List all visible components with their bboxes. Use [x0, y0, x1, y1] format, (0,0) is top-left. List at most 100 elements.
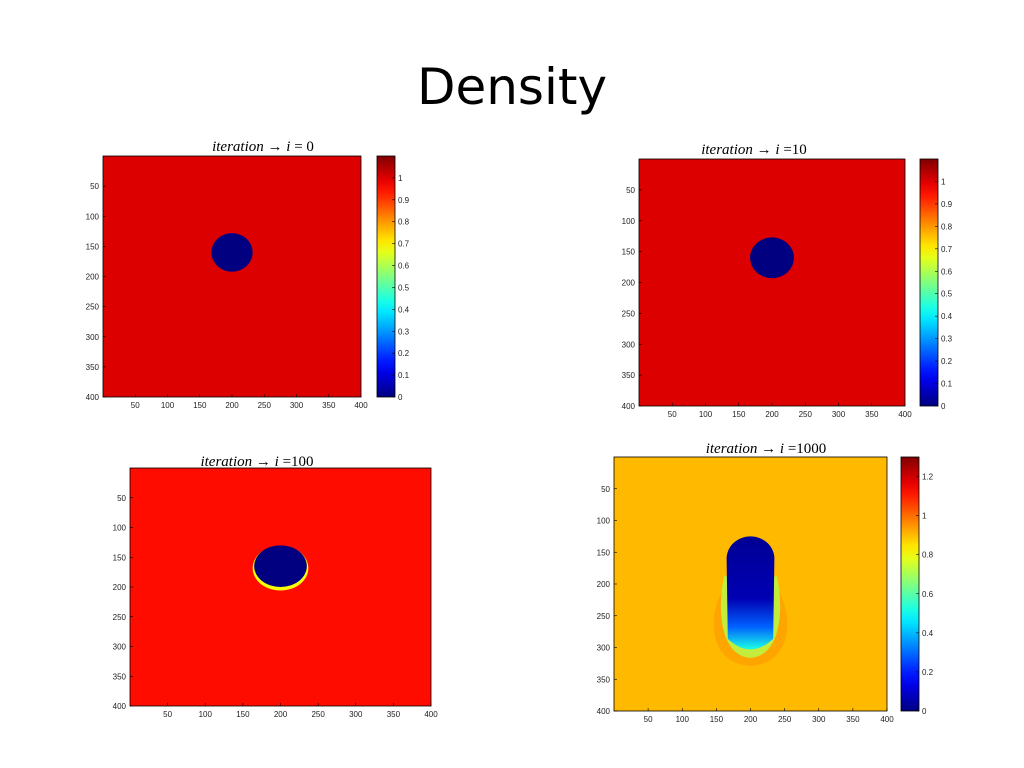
colorbar-tick-label: 0: [398, 393, 403, 402]
slide-title: Density: [416, 58, 608, 116]
x-tick-label: 400: [354, 401, 368, 410]
y-tick-label: 200: [86, 273, 100, 282]
colorbar-tick-label: 0.2: [941, 357, 953, 366]
x-tick-label: 300: [812, 715, 826, 724]
wake-body: [726, 536, 775, 650]
x-tick-label: 100: [161, 401, 175, 410]
y-tick-label: 200: [622, 279, 636, 288]
plot-area: [750, 237, 794, 279]
colorbar-tick-label: 0: [941, 402, 946, 411]
y-tick-label: 100: [86, 212, 100, 221]
y-tick-label: 100: [597, 517, 611, 526]
y-tick-label: 400: [86, 393, 100, 402]
y-tick-label: 250: [86, 303, 100, 312]
colorbar-tick-label: 0.4: [922, 629, 934, 638]
density-field: [103, 156, 361, 397]
x-tick-label: 200: [225, 401, 239, 410]
plot-area: [252, 545, 309, 591]
colorbar-tick-label: 0.5: [941, 290, 953, 299]
x-tick-label: 150: [732, 410, 746, 419]
colorbar-tick-label: 1.2: [922, 473, 934, 482]
density-field: [639, 159, 905, 406]
obstacle: [254, 545, 307, 587]
colorbar-tick-label: 0.8: [941, 222, 953, 231]
density-plot-3: 50 100 150 200 250 300 350 400 50 100 150 200 250 300…: [597, 441, 934, 724]
obstacle: [750, 237, 794, 279]
y-tick-label: 150: [86, 242, 100, 251]
y-tick-label: 200: [113, 583, 127, 592]
colorbar: [376, 155, 396, 398]
colorbar-tick-label: 0: [922, 707, 927, 716]
x-tick-label: 350: [846, 715, 860, 724]
x-tick-label: 300: [832, 410, 846, 419]
colorbar-tick-label: 0.7: [941, 245, 953, 254]
x-tick-label: 50: [668, 410, 677, 419]
y-tick-label: 400: [597, 707, 611, 716]
colorbar-tick-label: 0.7: [398, 240, 410, 249]
plot-title: iteration → i =10: [701, 142, 807, 158]
y-tick-label: 150: [113, 553, 127, 562]
obstacle: [211, 233, 253, 272]
colorbar-tick-label: 1: [398, 174, 403, 183]
colorbar-tick-label: 0.9: [941, 200, 953, 209]
y-tick-label: 250: [597, 612, 611, 621]
x-tick-label: 400: [424, 710, 438, 719]
colorbar-tick-label: 1: [922, 512, 927, 521]
x-tick-label: 250: [258, 401, 272, 410]
x-tick-label: 50: [163, 710, 172, 719]
y-tick-label: 250: [113, 613, 127, 622]
y-tick-label: 50: [601, 485, 610, 494]
colorbar-tick-label: 0.3: [398, 327, 410, 336]
y-tick-label: 150: [622, 248, 636, 257]
y-tick-label: 250: [622, 309, 636, 318]
x-tick-label: 100: [199, 710, 213, 719]
y-tick-label: 150: [597, 548, 611, 557]
colorbar-tick-label: 0.8: [922, 551, 934, 560]
x-tick-label: 300: [349, 710, 363, 719]
density-plot-0: 50 100 150 200 250 300 350 400 50 100 150 200 250 300…: [86, 139, 410, 410]
x-tick-label: 250: [799, 410, 813, 419]
plot-area: [211, 233, 253, 272]
x-tick-label: 350: [322, 401, 336, 410]
x-tick-label: 100: [676, 715, 690, 724]
colorbar-tick-label: 0.9: [398, 196, 410, 205]
colorbar-tick-label: 0.6: [922, 590, 934, 599]
colorbar-tick-label: 0.8: [398, 218, 410, 227]
colorbar-tick-label: 0.2: [922, 668, 934, 677]
colorbar-tick-label: 0.1: [941, 380, 953, 389]
colorbar: [919, 158, 939, 407]
colorbar-tick-label: 0.4: [941, 312, 953, 321]
y-tick-label: 300: [622, 340, 636, 349]
y-tick-label: 400: [622, 402, 636, 411]
plot-area: [713, 536, 788, 666]
x-tick-label: 300: [290, 401, 304, 410]
x-tick-label: 50: [644, 715, 653, 724]
colorbar-tick-label: 1: [941, 177, 946, 186]
plot-title: iteration → i =100: [200, 454, 313, 470]
plot-title: iteration → i =1000: [706, 441, 827, 457]
y-tick-label: 300: [113, 643, 127, 652]
x-tick-label: 150: [193, 401, 207, 410]
y-tick-label: 100: [113, 524, 127, 533]
y-tick-label: 400: [113, 702, 127, 711]
x-tick-label: 200: [765, 410, 779, 419]
x-tick-label: 200: [274, 710, 288, 719]
colorbar: [900, 456, 920, 712]
y-tick-label: 350: [113, 672, 127, 681]
x-tick-label: 350: [387, 710, 401, 719]
x-tick-label: 200: [744, 715, 758, 724]
y-tick-label: 50: [117, 494, 126, 503]
y-tick-label: 300: [86, 333, 100, 342]
x-tick-label: 400: [880, 715, 894, 724]
colorbar-tick-label: 0.1: [398, 371, 410, 380]
y-tick-label: 200: [597, 580, 611, 589]
density-plot-2: 50 100 150 200 250 300 350 400 50 100 150 200 250 300…: [113, 454, 439, 719]
x-tick-label: 350: [865, 410, 879, 419]
y-tick-label: 350: [86, 363, 100, 372]
x-tick-label: 250: [778, 715, 792, 724]
y-tick-label: 300: [597, 644, 611, 653]
x-tick-label: 150: [236, 710, 250, 719]
y-tick-label: 100: [622, 217, 636, 226]
y-tick-label: 350: [622, 371, 636, 380]
